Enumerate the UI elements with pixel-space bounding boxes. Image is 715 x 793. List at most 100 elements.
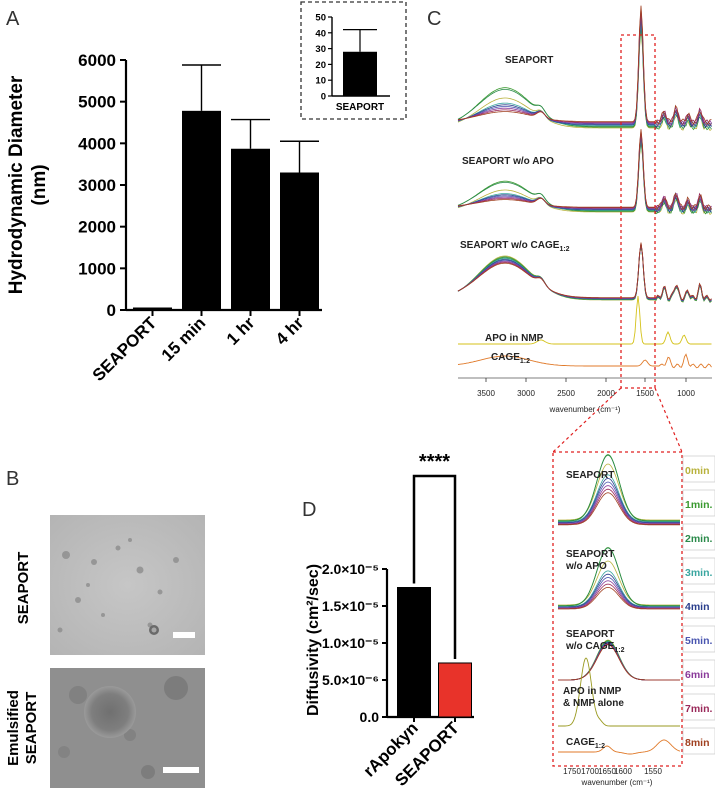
panel-label-c: C bbox=[427, 8, 441, 30]
zoom-label-wo-cage-2: w/o CAGE1:2 bbox=[565, 641, 625, 654]
zoom-cage bbox=[558, 739, 681, 755]
zoom-seaport-1 bbox=[558, 454, 680, 521]
ftir-spectra-zoom: SEAPORT SEAPORT w/o APO SEAPORT w/o CAGE… bbox=[552, 451, 683, 787]
zoom-wo-apo-4 bbox=[558, 573, 680, 608]
spectrum-wo-apo-8 bbox=[457, 129, 712, 211]
y-tick-label-d: 1.0×10⁻⁵ bbox=[322, 635, 379, 651]
spectrum-wo-cage-2 bbox=[457, 244, 712, 303]
spectrum-seaport-6 bbox=[457, 11, 712, 127]
zoom-region-box bbox=[620, 34, 656, 389]
y-tick-label-a: 3000 bbox=[78, 176, 116, 195]
spectrum-wo-cage-8 bbox=[457, 242, 712, 301]
zoom-wo-apo-5 bbox=[558, 577, 680, 608]
time-legend: 0min 1min. 2min. 3min. 4min 5min. 6min 7min. 8mi… bbox=[682, 455, 715, 755]
legend-item-0: 0min bbox=[685, 465, 710, 477]
y-tick-label-inset: 20 bbox=[315, 60, 326, 71]
y-tick-label-a: 0 bbox=[107, 301, 116, 320]
tem-label-seaport: SEAPORT bbox=[15, 552, 32, 625]
chart-d: 0.05.0×10⁻⁶1.0×10⁻⁵1.5×10⁻⁵2.0×10⁻⁵rApok… bbox=[305, 451, 474, 790]
y-axis-label-a-1: Hydrodynamic Diameter bbox=[6, 75, 27, 294]
x-tick-label-zoom: 1600 bbox=[614, 767, 632, 776]
x-tick-label-zoom: 1550 bbox=[644, 767, 662, 776]
zoom-label-wo-cage-1: SEAPORT bbox=[566, 629, 614, 640]
legend-item-4: 4min bbox=[685, 601, 710, 613]
x-tick-label-c: 3500 bbox=[477, 389, 495, 398]
trace-label-wo-cage: SEAPORT w/o CAGE1:2 bbox=[460, 240, 570, 253]
tem-image-emulsified bbox=[50, 668, 205, 788]
zoom-label-apo-2: & NMP alone bbox=[563, 698, 624, 709]
y-axis-label-d: Diffusivity (cm²/sec) bbox=[305, 564, 322, 716]
trace-label-apo-nmp: APO in NMP bbox=[485, 333, 544, 344]
spectrum-wo-cage-7 bbox=[457, 242, 712, 302]
panel-label-b: B bbox=[6, 468, 19, 490]
zoom-label-apo-1: APO in NMP bbox=[563, 686, 622, 697]
x-tick-label-a: 4 hr bbox=[272, 313, 308, 349]
significance-stars: **** bbox=[419, 451, 450, 473]
x-tick-label-inset: SEAPORT bbox=[336, 102, 384, 113]
legend-item-6: 6min bbox=[685, 669, 710, 681]
spectrum-wo-cage-1 bbox=[457, 244, 712, 303]
zoom-apo-nmp bbox=[558, 657, 680, 727]
x-tick-label-c: 2500 bbox=[557, 389, 575, 398]
x-tick-label-c: 3000 bbox=[517, 389, 535, 398]
y-tick-label-d: 2.0×10⁻⁵ bbox=[322, 561, 379, 577]
y-tick-label-d: 0.0 bbox=[360, 709, 380, 725]
spectrum-wo-cage-3 bbox=[457, 244, 712, 303]
y-tick-label-a: 2000 bbox=[78, 218, 116, 237]
y-tick-label-inset: 10 bbox=[315, 76, 326, 87]
x-tick-label-a: 15 min bbox=[158, 313, 210, 365]
spectrum-apo-nmp bbox=[458, 295, 712, 345]
trace-label-cage: CAGE1:2 bbox=[491, 352, 530, 365]
y-tick-label-a: 1000 bbox=[78, 259, 116, 278]
spectrum-wo-cage-4 bbox=[457, 243, 712, 302]
y-tick-label-a: 5000 bbox=[78, 93, 116, 112]
x-tick-label-c: 2000 bbox=[597, 389, 615, 398]
zoom-wo-apo-2 bbox=[558, 547, 680, 607]
x-axis-label-c: wavenumber (cm⁻¹) bbox=[549, 405, 621, 414]
ftir-spectra-full: SEAPORT SEAPORT w/o APO SEAPORT w/o CAGE… bbox=[457, 5, 712, 414]
legend-item-3: 3min. bbox=[685, 567, 713, 579]
bar-d-1 bbox=[438, 662, 472, 718]
x-axis-label-zoom: wavenumber (cm⁻¹) bbox=[581, 778, 653, 787]
zoom-wo-apo-7 bbox=[558, 583, 680, 609]
y-tick-label-d: 1.5×10⁻⁵ bbox=[322, 598, 379, 614]
x-tick-label-zoom: 1750 bbox=[563, 767, 581, 776]
trace-label-seaport: SEAPORT bbox=[505, 55, 553, 66]
legend-item-2: 2min. bbox=[685, 533, 713, 545]
zoom-wo-apo-3 bbox=[558, 570, 680, 607]
spectrum-seaport-8 bbox=[457, 5, 712, 125]
inset-frame bbox=[300, 1, 407, 120]
spectrum-wo-apo-3 bbox=[457, 137, 712, 214]
bar-a-1 bbox=[182, 110, 221, 310]
spectrum-wo-apo-6 bbox=[457, 132, 712, 212]
spectrum-seaport-2 bbox=[457, 22, 712, 130]
y-tick-label-inset: 30 bbox=[315, 44, 326, 55]
spectrum-cage bbox=[457, 353, 712, 369]
bar-inset bbox=[343, 51, 377, 96]
spectrum-wo-apo-4 bbox=[457, 135, 712, 213]
bar-d-0 bbox=[397, 587, 431, 718]
zoom-seaport-6 bbox=[558, 485, 680, 524]
zoom-seaport-4 bbox=[558, 477, 680, 523]
zoom-seaport-2 bbox=[558, 454, 680, 522]
zoom-seaport-3 bbox=[558, 474, 680, 523]
zoom-seaport-8 bbox=[558, 492, 680, 526]
x-tick-label-a: 1 hr bbox=[223, 313, 259, 349]
trace-label-wo-apo: SEAPORT w/o APO bbox=[462, 156, 554, 167]
y-tick-label-a: 4000 bbox=[78, 134, 116, 153]
y-tick-label-inset: 40 bbox=[315, 28, 326, 39]
y-tick-label-inset: 0 bbox=[321, 92, 326, 103]
spectrum-seaport-7 bbox=[457, 8, 712, 126]
tem-image-seaport bbox=[50, 515, 205, 655]
x-tick-label-zoom: 1700 bbox=[581, 767, 599, 776]
zoom-label-cage: CAGE1:2 bbox=[566, 737, 605, 750]
spectrum-wo-cage-0 bbox=[457, 244, 712, 303]
zoom-seaport-5 bbox=[558, 481, 680, 524]
x-tick-label-zoom: 1650 bbox=[598, 767, 616, 776]
chart-a-inset: 0 10 20 30 40 50 SEAPORT bbox=[300, 1, 407, 120]
y-tick-label-inset: 50 bbox=[315, 13, 326, 24]
significance-bracket bbox=[412, 474, 457, 659]
spectrum-wo-cage-5 bbox=[457, 243, 712, 302]
zoom-seaport-7 bbox=[558, 488, 680, 525]
bar-a-0 bbox=[133, 308, 172, 310]
